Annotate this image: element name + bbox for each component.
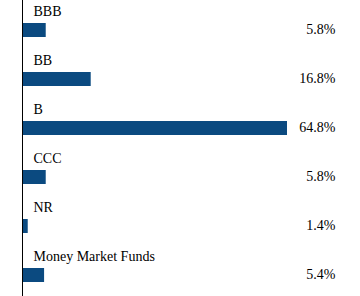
svg-text:BBB: BBB	[34, 4, 62, 19]
svg-text:5.4%: 5.4%	[306, 267, 336, 282]
svg-text:CCC: CCC	[34, 151, 62, 166]
svg-text:16.8%: 16.8%	[299, 71, 336, 86]
svg-text:BB: BB	[34, 53, 53, 68]
svg-text:5.8%: 5.8%	[306, 22, 336, 37]
svg-text:1.4%: 1.4%	[306, 218, 336, 233]
svg-text:Money Market Funds: Money Market Funds	[34, 249, 155, 264]
svg-text:64.8%: 64.8%	[299, 120, 336, 135]
svg-text:NR: NR	[34, 200, 54, 215]
svg-text:5.8%: 5.8%	[306, 169, 336, 184]
svg-text:B: B	[34, 102, 43, 117]
